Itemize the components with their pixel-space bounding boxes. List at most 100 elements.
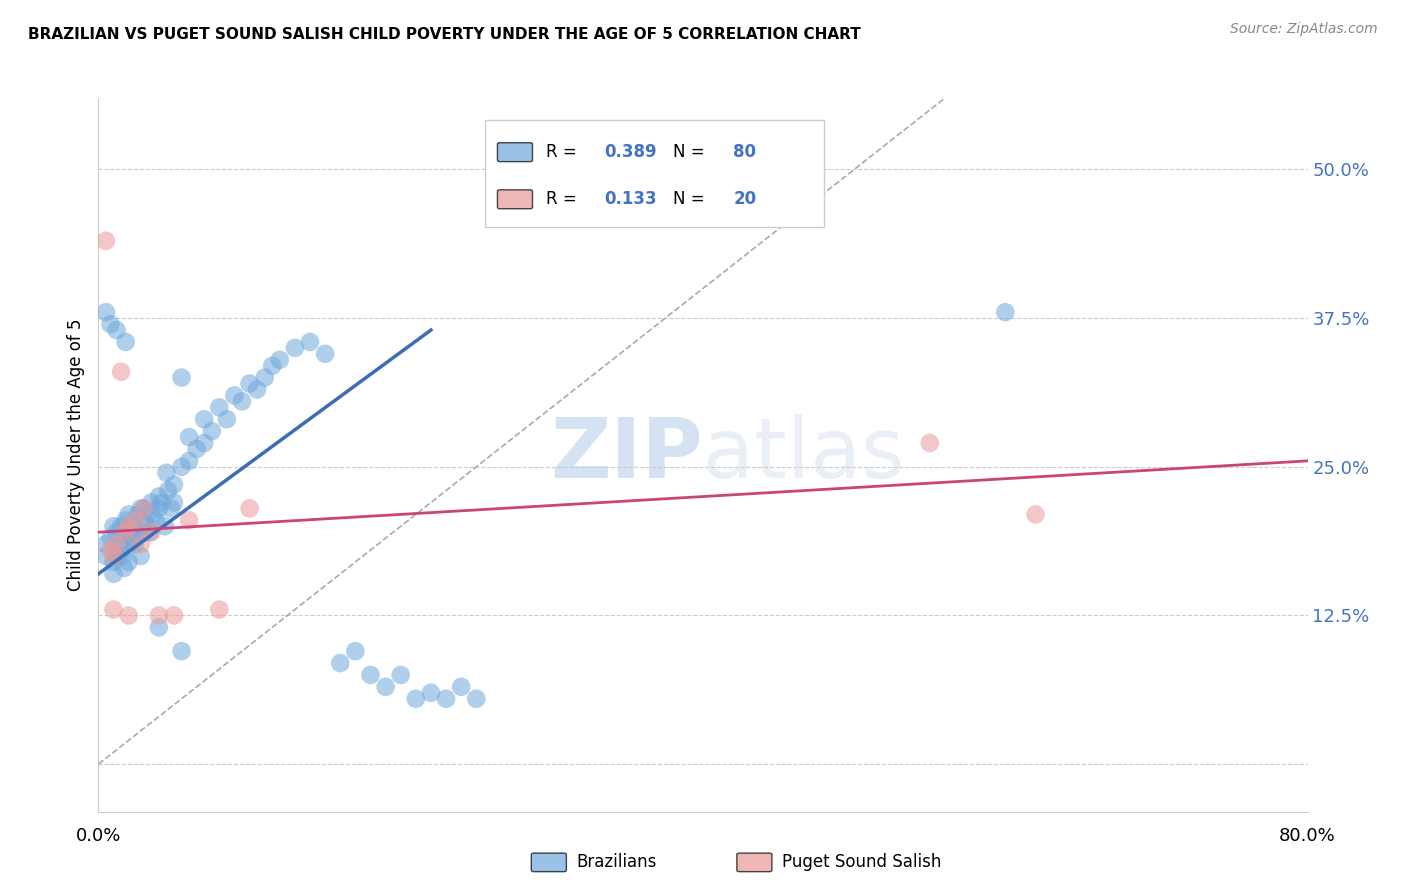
Text: 0.0%: 0.0%	[76, 828, 121, 846]
Point	[374, 680, 396, 694]
Text: Puget Sound Salish: Puget Sound Salish	[782, 853, 941, 871]
Point	[110, 543, 132, 558]
Point	[1024, 508, 1046, 522]
Point	[163, 495, 186, 509]
Point	[125, 525, 148, 540]
Point	[141, 525, 163, 540]
Point	[132, 513, 155, 527]
Text: R =: R =	[546, 144, 582, 161]
Point	[111, 549, 134, 563]
FancyBboxPatch shape	[531, 853, 567, 871]
Point	[360, 668, 382, 682]
Point	[215, 412, 238, 426]
Point	[118, 555, 141, 569]
Point	[918, 436, 941, 450]
Point	[177, 430, 201, 444]
Text: atlas: atlas	[703, 415, 904, 495]
Point	[156, 483, 179, 498]
Text: 80: 80	[734, 144, 756, 161]
Point	[163, 477, 186, 491]
Point	[239, 501, 262, 516]
Point	[100, 531, 122, 545]
Point	[160, 501, 183, 516]
Point	[114, 525, 136, 540]
Point	[129, 537, 152, 551]
Point	[105, 323, 128, 337]
Point	[150, 495, 173, 509]
Point	[170, 370, 193, 384]
Point	[389, 668, 412, 682]
Point	[132, 501, 155, 516]
Point	[124, 537, 146, 551]
Point	[262, 359, 284, 373]
Point	[253, 370, 276, 384]
Point	[114, 525, 136, 540]
FancyBboxPatch shape	[485, 120, 824, 227]
Point	[112, 561, 135, 575]
Point	[100, 543, 122, 558]
Point	[450, 680, 472, 694]
Point	[105, 549, 128, 563]
Point	[110, 519, 132, 533]
Y-axis label: Child Poverty Under the Age of 5: Child Poverty Under the Age of 5	[66, 318, 84, 591]
FancyBboxPatch shape	[498, 143, 533, 161]
Point	[103, 549, 125, 563]
Point	[148, 490, 170, 504]
Text: 0.389: 0.389	[603, 144, 657, 161]
Point	[208, 602, 231, 616]
Point	[129, 549, 152, 563]
Point	[177, 454, 201, 468]
Point	[177, 513, 201, 527]
Point	[132, 501, 155, 516]
Point	[434, 691, 457, 706]
Point	[246, 383, 269, 397]
Point	[141, 495, 163, 509]
Point	[94, 549, 117, 563]
Point	[118, 508, 141, 522]
Point	[132, 525, 155, 540]
Point	[114, 334, 136, 349]
Point	[105, 525, 128, 540]
Text: Brazilians: Brazilians	[576, 853, 657, 871]
Point	[139, 525, 162, 540]
Point	[108, 537, 131, 551]
Point	[94, 305, 117, 319]
Point	[103, 555, 125, 569]
Point	[121, 531, 143, 545]
Point	[153, 519, 176, 533]
FancyBboxPatch shape	[498, 190, 533, 209]
Point	[118, 519, 141, 533]
Point	[103, 519, 125, 533]
Point	[186, 442, 208, 456]
Text: ZIP: ZIP	[551, 415, 703, 495]
Point	[148, 620, 170, 634]
Point	[299, 334, 322, 349]
Point	[145, 513, 167, 527]
Point	[405, 691, 427, 706]
Point	[135, 519, 157, 533]
Point	[231, 394, 253, 409]
Point	[105, 537, 128, 551]
Point	[103, 602, 125, 616]
Point	[201, 424, 224, 438]
Point	[127, 508, 149, 522]
Point	[100, 317, 122, 331]
Point	[193, 412, 215, 426]
Point	[125, 513, 148, 527]
Text: 20: 20	[734, 190, 756, 208]
Point	[121, 519, 143, 533]
Point	[239, 376, 262, 391]
Point	[465, 691, 488, 706]
Point	[103, 566, 125, 581]
Text: R =: R =	[546, 190, 582, 208]
Point	[314, 347, 336, 361]
Point	[142, 508, 165, 522]
Point	[994, 305, 1017, 319]
Point	[284, 341, 307, 355]
Point	[118, 608, 141, 623]
Point	[155, 466, 177, 480]
Text: Source: ZipAtlas.com: Source: ZipAtlas.com	[1230, 22, 1378, 37]
Point	[170, 644, 193, 658]
Point	[163, 608, 186, 623]
Point	[148, 608, 170, 623]
